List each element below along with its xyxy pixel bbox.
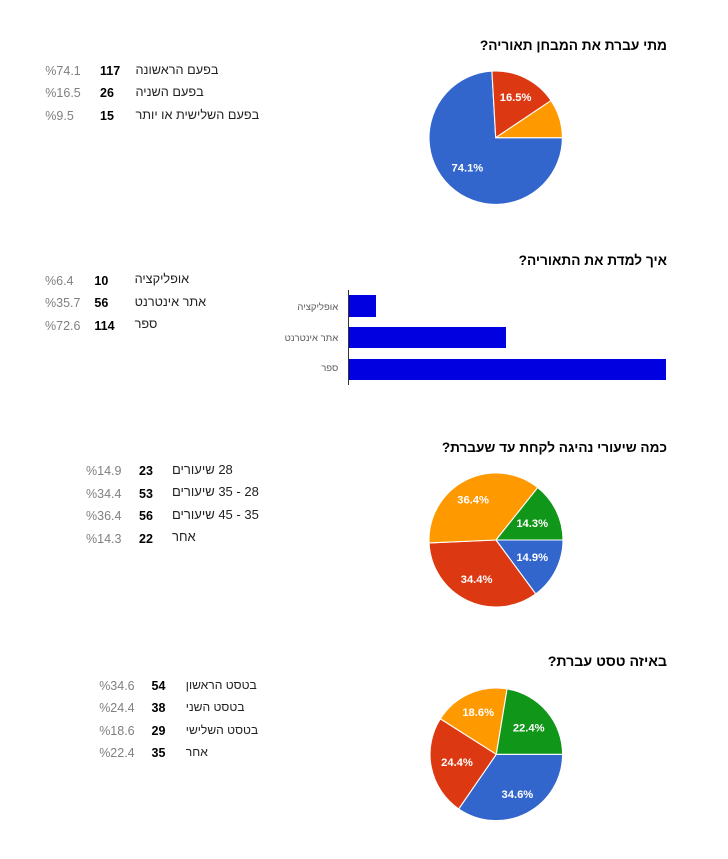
svg-text:22.4%: 22.4% bbox=[513, 722, 545, 734]
svg-text:16.5%: 16.5% bbox=[500, 92, 532, 104]
svg-text:14.3%: 14.3% bbox=[517, 517, 549, 529]
svg-text:14.9%: 14.9% bbox=[517, 552, 549, 564]
svg-text:18.6%: 18.6% bbox=[462, 707, 494, 719]
svg-text:74.1%: 74.1% bbox=[452, 163, 484, 175]
svg-text:24.4%: 24.4% bbox=[441, 757, 473, 769]
svg-text:36.4%: 36.4% bbox=[458, 494, 490, 506]
svg-text:34.4%: 34.4% bbox=[461, 574, 493, 586]
svg-text:34.6%: 34.6% bbox=[501, 788, 533, 800]
